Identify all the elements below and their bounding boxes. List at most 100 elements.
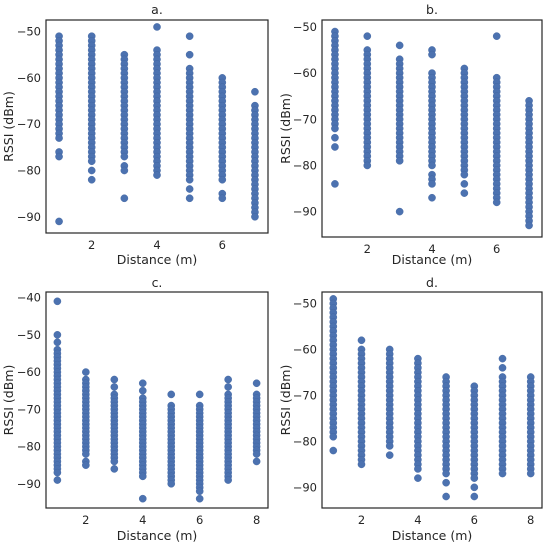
data-point <box>167 390 176 399</box>
data-point <box>55 217 63 226</box>
panel-title: b. <box>426 2 438 17</box>
data-point <box>87 175 96 184</box>
data-point <box>138 379 147 388</box>
y-tick-label: −80 <box>17 440 41 454</box>
data-point <box>526 469 535 478</box>
data-point <box>329 432 338 441</box>
data-point <box>414 474 422 482</box>
data-point <box>110 465 119 473</box>
data-point <box>442 469 450 478</box>
x-tick-label: 2 <box>364 242 371 256</box>
data-point <box>53 468 62 477</box>
data-point <box>110 457 119 466</box>
y-tick-label: −60 <box>293 342 317 356</box>
y-axis-label: RSSI (dBm) <box>1 365 16 436</box>
data-point <box>195 494 204 503</box>
data-point <box>525 221 533 230</box>
x-tick-label: 2 <box>88 238 95 252</box>
data-point <box>498 354 507 363</box>
data-point <box>363 161 372 170</box>
data-point <box>82 368 90 376</box>
data-point <box>428 161 436 170</box>
axis-ticks: 2 4 6 −50 −60 −70 −80 −90 <box>293 20 501 256</box>
data-point <box>492 32 501 40</box>
y-tick-label: −90 <box>293 480 317 494</box>
data-point <box>331 180 339 188</box>
data-point <box>428 193 436 202</box>
data-point <box>385 451 394 459</box>
data-point <box>414 465 422 473</box>
data-points <box>53 297 261 503</box>
y-tick-label: −40 <box>17 291 41 305</box>
x-tick-label: 2 <box>82 513 89 527</box>
data-point <box>153 23 161 31</box>
data-point <box>224 476 232 484</box>
panel-title: a. <box>151 2 163 17</box>
data-point <box>331 133 339 142</box>
y-tick-label: −90 <box>17 477 41 491</box>
x-tick-label: 8 <box>527 513 534 527</box>
data-point <box>195 487 204 496</box>
data-point <box>120 166 129 175</box>
data-point <box>195 390 204 399</box>
panel-b: b. 2 4 6 −50 −60 −70 −80 −90 Distance (m) RSSI … <box>278 2 543 267</box>
data-point <box>138 386 147 395</box>
data-point <box>395 41 404 50</box>
data-point <box>331 124 339 133</box>
y-tick-label: −70 <box>293 388 317 402</box>
data-point <box>87 157 96 166</box>
x-tick-label: 2 <box>358 513 365 527</box>
data-point <box>82 450 90 458</box>
x-tick-label: 4 <box>153 238 160 252</box>
axis-ticks: 2 4 6 8 −50 −60 −70 −80 −90 <box>293 296 535 527</box>
data-point <box>53 331 62 339</box>
data-point <box>53 338 62 347</box>
data-point <box>185 185 194 193</box>
y-tick-label: −50 <box>293 20 317 34</box>
data-point <box>363 32 372 40</box>
x-axis-label: Distance (m) <box>117 252 198 267</box>
y-tick-label: −60 <box>293 66 317 80</box>
panel-a: a. 2 4 6 −50 −60 −70 −80 −90 Distance (m) RSSI … <box>1 2 269 267</box>
data-point <box>55 134 63 142</box>
data-point <box>185 194 194 203</box>
y-tick-label: −80 <box>293 158 317 172</box>
data-points <box>331 27 533 230</box>
data-point <box>460 170 469 179</box>
x-axis-label: Distance (m) <box>117 528 198 543</box>
axes-frame <box>321 19 543 238</box>
y-tick-label: −50 <box>17 328 41 342</box>
data-point <box>153 171 161 179</box>
data-point <box>87 166 96 175</box>
data-point <box>167 479 176 488</box>
data-point <box>53 476 62 484</box>
panel-d: d. 2 4 6 8 −50 −60 −70 −80 −90 Distance (m) RSSI… <box>278 275 543 543</box>
data-point <box>428 180 436 188</box>
data-point <box>442 478 450 487</box>
data-point <box>252 450 261 458</box>
data-point <box>498 364 507 372</box>
data-point <box>357 460 366 469</box>
x-tick-label: 4 <box>139 513 146 527</box>
data-point <box>460 189 469 197</box>
panel-title: c. <box>152 275 163 290</box>
data-point <box>110 383 119 391</box>
data-point <box>185 50 194 59</box>
data-point <box>331 143 339 151</box>
x-tick-label: 6 <box>471 513 478 527</box>
data-point <box>224 383 232 391</box>
y-axis-label: RSSI (dBm) <box>278 365 293 436</box>
data-point <box>120 194 129 203</box>
x-tick-label: 8 <box>253 513 260 527</box>
data-point <box>120 152 129 161</box>
data-point <box>395 207 404 216</box>
data-point <box>55 152 63 161</box>
y-tick-label: −70 <box>17 402 41 416</box>
y-tick-label: −90 <box>17 210 41 224</box>
data-point <box>185 32 194 41</box>
data-point <box>329 446 338 455</box>
data-point <box>395 157 404 165</box>
x-tick-label: 6 <box>219 238 226 252</box>
data-point <box>498 469 507 478</box>
axes-frame <box>45 19 269 234</box>
